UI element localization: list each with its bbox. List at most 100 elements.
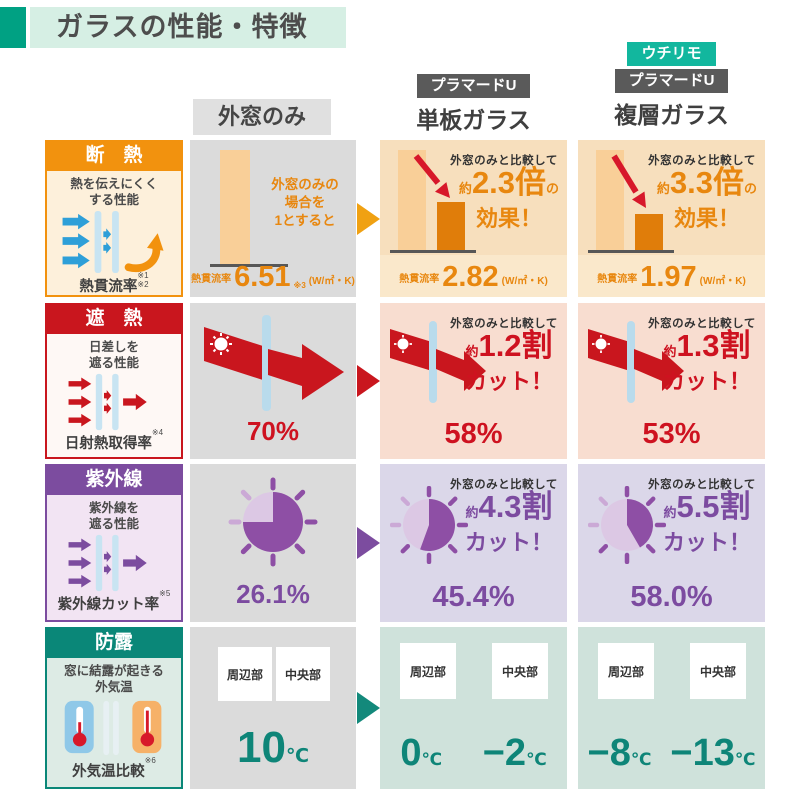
u-value-single: 熱貫流率 2.82 (W/㎡・K) [399,260,548,293]
cut-claim: 約1.2割 カット！ [464,328,553,394]
compare-note: 外窓のみと比較して [450,155,558,167]
row-condensation: 防露 窓に結露が起きる 外気温 外気温比較※6 周辺部 [0,627,800,789]
cut-claim: 約4.3割 カット！ [464,489,553,555]
center-part-box: 中央部 [492,643,548,699]
compare-note: 外窓のみと比較して [450,318,558,330]
insulation-base-cell: 外窓のみの 場合を 1とすると 熱貫流率 6.51 ※3 (W/㎡・K) [190,140,356,297]
column-header-base: 外窓のみ [193,99,331,135]
condensation-base-cell: 周辺部 中央部 10℃ [190,627,356,789]
center-temp: −2℃ [482,732,547,774]
shade-base-value: 70% [246,416,300,446]
condensation-double-temps: −8℃ −13℃ [578,732,765,775]
cut-claim: 約5.5割 カット！ [662,489,751,555]
flow-arrow-icon [357,692,380,724]
uv-double-glass-cell: 外窓のみと比較して 約5.5割 カット！ 58.0% [578,464,765,622]
shade-metric-label: 日射熱取得率※4 [64,427,164,452]
compare-note: 外窓のみと比較して [648,155,756,167]
uv-label-box: 紫外線 紫外線を 遮る性能 紫外線カット率※5 [45,464,183,622]
uv-base-value: 26.1% [236,579,310,609]
insulation-description: 熱を伝えにくく する性能 [70,177,158,208]
bar-baseline [210,264,288,267]
cut-claim: 約1.3割 カット！ [662,328,751,394]
uv-description: 紫外線を 遮る性能 [88,501,139,532]
condensation-metric-label: 外気温比較※6 [72,756,156,780]
column-name-double-glass: 複層ガラス [614,102,729,128]
kpi-strip [380,255,567,297]
plamado-u-badge: プラマードU [416,74,531,98]
sun-arrow-icon [588,321,684,403]
page-title-bar [30,7,346,48]
compare-note: 外窓のみと比較して [450,479,558,491]
bar-improved-value [437,202,465,250]
footnote-marks: ※5 [159,589,171,598]
thermometer-icon [47,696,181,761]
footnote-marks: ※1 ※2 [137,270,149,289]
uv-pie-sun-icon [390,486,468,564]
shade-single-glass-cell: 外窓のみと比較して 約1.2割 カット！ 58% [380,303,567,459]
flow-arrow-icon [357,527,380,559]
shade-icon [47,372,181,432]
shade-double-glass-cell: 外窓のみと比較して 約1.3割 カット！ 53% [578,303,765,459]
edge-temp: −8℃ [587,732,652,774]
compare-note: 外窓のみと比較して [648,318,756,330]
bar-base-value [220,150,250,264]
decrease-arrow-icon [611,154,646,208]
center-part-box: 中央部 [690,643,746,699]
insulation-single-glass-cell: 外窓のみと比較して 約2.3倍の 効果！ 熱貫流率 2.82 (W/㎡・K) [380,140,567,297]
uv-pie-sun-icon [228,477,318,567]
base-note: 外窓のみの 場合を 1とすると [271,177,339,229]
center-temp: −13℃ [670,732,756,774]
uv-double-value: 58.0% [630,581,713,613]
shade-base-cell: 70% [190,303,356,459]
condensation-double-glass-cell: 周辺部 中央部 −8℃ −13℃ [578,627,765,789]
uv-pie-sun-icon [588,486,666,564]
uv-single-value: 45.4% [432,581,515,613]
edge-part-box: 周辺部 [218,647,272,701]
row-uv: 紫外線 紫外線を 遮る性能 紫外線カット率※5 [0,464,800,622]
column-header-double-glass: ウチリモ プラマードU 複層ガラス [578,42,765,130]
page-title: ガラスの性能・特徴 [56,12,308,42]
insulation-icon [47,209,181,275]
compare-note: 外窓のみと比較して [648,479,756,491]
insulation-label-box: 断 熱 熱を伝えにくく する性能 熱貫流率※1 ※ [45,140,183,297]
flow-arrow-icon [357,202,380,235]
u-value-base: 熱貫流率 6.51 ※3 (W/㎡・K) [191,260,355,293]
title-accent-square [0,7,26,48]
uv-base-cell: 26.1% [190,464,356,622]
condensation-single-glass-cell: 周辺部 中央部 0℃ −2℃ [380,627,567,789]
shade-row-title: 遮 熱 [47,305,181,334]
uv-single-glass-cell: 外窓のみと比較して 約4.3割 カット！ 45.4% [380,464,567,622]
edge-part-box: 周辺部 [400,643,456,699]
condensation-description: 窓に結露が起きる 外気温 [64,664,164,695]
uv-row-title: 紫外線 [47,466,181,495]
uv-icon [47,533,181,594]
effect-claim: 約3.3倍の 効果！ [656,165,758,231]
effect-claim: 約2.3倍の 効果！ [458,165,560,231]
kpi-strip [578,255,765,297]
insulation-metric-label: 熱貫流率※1 ※2 [79,270,149,295]
decrease-arrow-icon [413,154,450,198]
bar-baseline [390,250,476,253]
condensation-base-temp: 10℃ [237,723,309,772]
flow-arrow-icon [357,365,380,397]
sun-arrow-icon [390,321,486,403]
center-part-box: 中央部 [276,647,330,701]
plamado-u-badge: プラマードU [614,69,729,93]
column-header-single-glass: プラマードU 単板ガラス [380,74,567,135]
insulation-double-glass-cell: 外窓のみと比較して 約3.3倍の 効果！ 熱貫流率 1.97 (W/㎡・K) [578,140,765,297]
condensation-row-title: 防露 [47,629,181,658]
footnote-marks: ※6 [144,756,156,765]
shade-single-value: 58% [444,418,503,450]
shade-description: 日差しを 遮る性能 [88,340,139,371]
edge-temp: 0℃ [400,732,443,774]
sun-arrow-icon [204,315,344,411]
footnote-marks: ※4 [151,427,164,437]
u-value-double: 熱貫流率 1.97 (W/㎡・K) [597,260,746,293]
row-shade: 遮 熱 日差しを 遮る性能 日射熱取得率※4 [0,303,800,459]
shade-label-box: 遮 熱 日差しを 遮る性能 日射熱取得率※4 [45,303,183,459]
row-insulation: 断 熱 熱を伝えにくく する性能 熱貫流率※1 ※ [0,140,800,297]
bar-improved-value [635,214,663,250]
uchirimo-badge: ウチリモ [627,42,716,66]
uv-metric-label: 紫外線カット率※5 [57,589,171,613]
